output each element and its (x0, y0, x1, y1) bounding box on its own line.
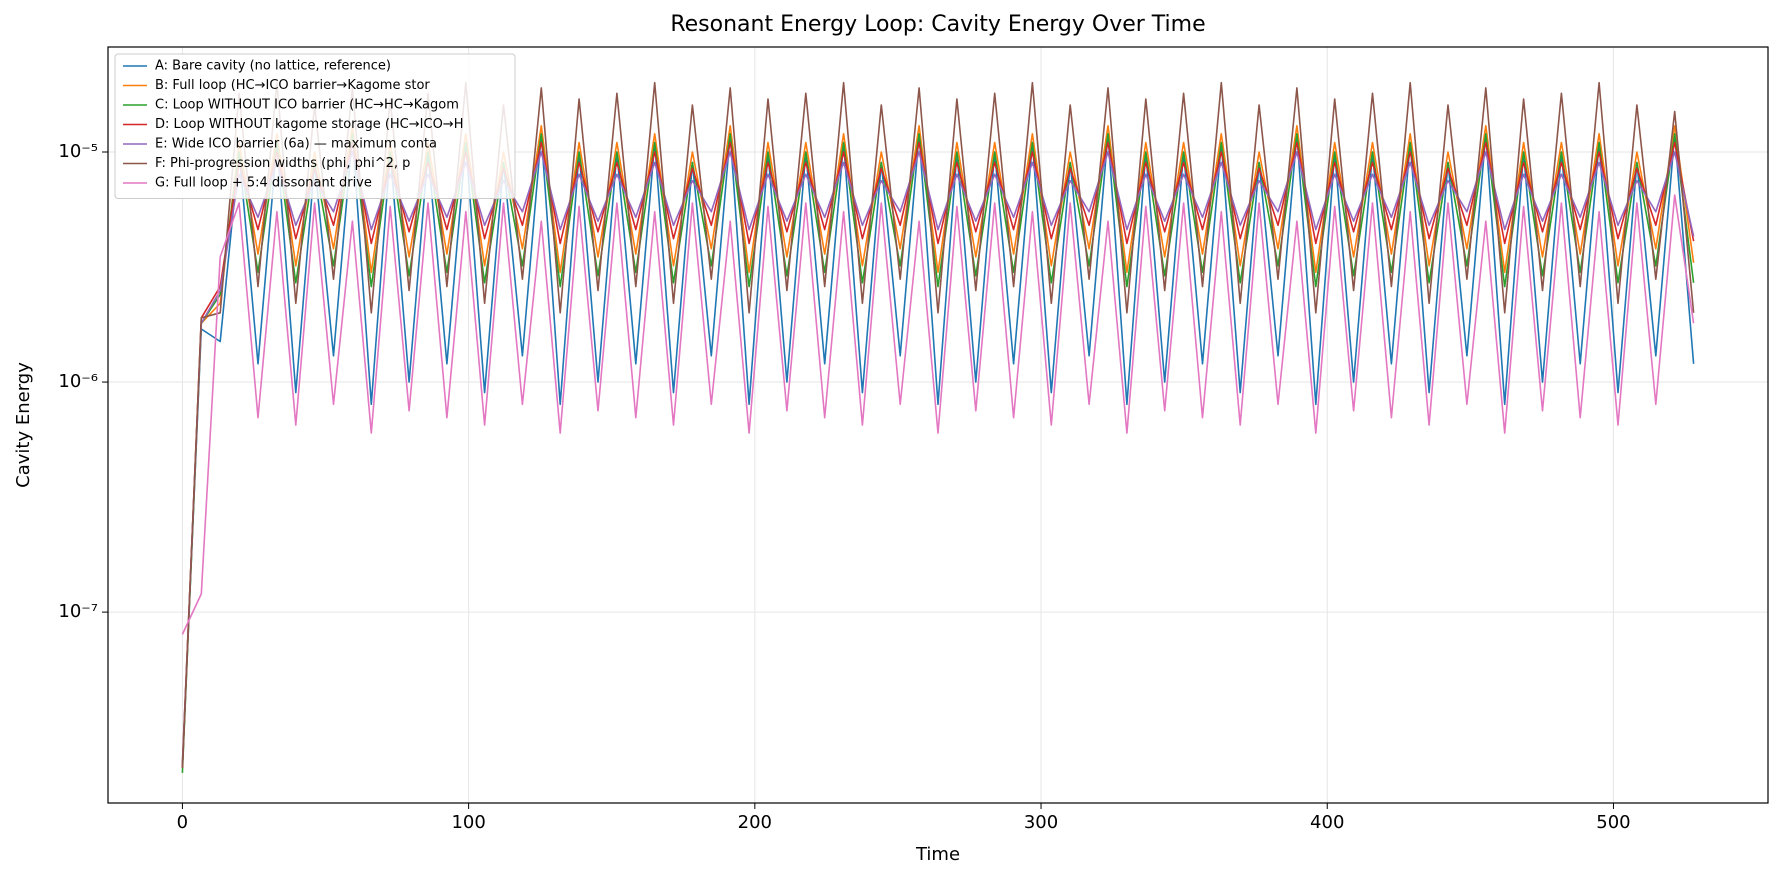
legend-label: B: Full loop (HC→ICO barrier→Kagome stor (155, 78, 430, 93)
series-line (181, 133, 1695, 769)
legend-box (114, 53, 516, 199)
chart-title: Resonant Energy Loop: Cavity Energy Over… (670, 12, 1205, 37)
y-tick-label: 10⁻⁶ (58, 371, 98, 392)
x-tick-label: 500 (1596, 812, 1630, 833)
x-tick-label: 0 (177, 812, 188, 833)
series-line (181, 194, 1695, 635)
legend-label: D: Loop WITHOUT kagome storage (HC→ICO→H (155, 117, 463, 132)
axis-ticks: 0 100 200 300 400 500 10⁻⁷ 10⁻⁶ 10⁻⁵ (58, 141, 1630, 833)
x-tick-label: 300 (1024, 812, 1058, 833)
legend-label: F: Phi-progression widths (phi, phi^2, p (155, 156, 410, 171)
x-tick-label: 100 (451, 812, 485, 833)
legend-label: G: Full loop + 5:4 dissonant drive (155, 176, 372, 191)
x-tick-label: 200 (738, 812, 772, 833)
y-axis-label: Cavity Energy (13, 362, 34, 488)
y-tick-label: 10⁻⁵ (58, 141, 98, 162)
x-tick-label: 400 (1310, 812, 1344, 833)
legend: A: Bare cavity (no lattice, reference) B:… (114, 53, 516, 199)
legend-label: A: Bare cavity (no lattice, reference) (155, 59, 391, 74)
legend-label: E: Wide ICO barrier (6a) — maximum conta (155, 137, 437, 152)
plot-frame (107, 46, 1769, 804)
legend-label: C: Loop WITHOUT ICO barrier (HC→HC→Kagom (155, 98, 459, 113)
x-axis-label: Time (915, 844, 960, 865)
y-tick-label: 10⁻⁷ (58, 601, 98, 622)
